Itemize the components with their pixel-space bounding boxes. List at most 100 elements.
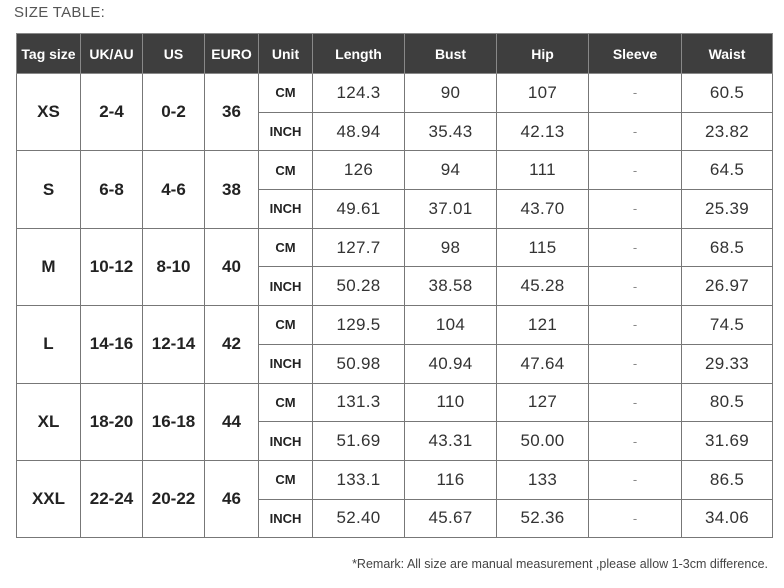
- length-cell: 131.3: [312, 382, 405, 423]
- length-cell: 133.1: [312, 459, 405, 500]
- waist-cell: 26.97: [681, 266, 773, 307]
- hip-cell: 111: [496, 150, 589, 191]
- sleeve-cell: -: [588, 382, 682, 423]
- uk-au-cell: 18-20: [80, 382, 143, 461]
- euro-cell: 38: [204, 150, 259, 229]
- size-table: Tag size UK/AU US EURO Unit Length Bust Hip Slee…: [16, 33, 773, 539]
- hip-cell: 133: [496, 459, 589, 500]
- waist-cell: 80.5: [681, 382, 773, 423]
- bust-cell: 45.67: [404, 498, 497, 539]
- table-row: INCH 48.94 35.43 42.13-23.82: [17, 111, 773, 152]
- hip-cell: 121: [496, 305, 589, 345]
- sleeve-cell: -: [588, 150, 682, 191]
- tag-size-cell: S: [16, 150, 81, 229]
- bust-cell: 110: [404, 382, 497, 423]
- sleeve-cell: -: [588, 421, 682, 461]
- uk-au-cell: 6-8: [80, 150, 143, 229]
- hip-cell: 42.13: [496, 111, 589, 152]
- waist-cell: 74.5: [681, 305, 773, 345]
- length-cell: 49.61: [312, 189, 405, 229]
- unit-cell: CM: [258, 150, 313, 191]
- column-header-waist: Waist: [681, 33, 773, 74]
- unit-cell: INCH: [258, 498, 313, 539]
- waist-cell: 34.06: [681, 498, 773, 539]
- length-cell: 50.28: [312, 266, 405, 307]
- us-cell: 8-10: [142, 227, 205, 307]
- hip-cell: 43.70: [496, 189, 589, 229]
- bust-cell: 116: [404, 459, 497, 500]
- sleeve-cell: -: [588, 459, 682, 500]
- euro-cell: 44: [204, 382, 259, 461]
- us-cell: 4-6: [142, 150, 205, 229]
- hip-cell: 50.00: [496, 421, 589, 461]
- remark-note: *Remark: All size are manual measurement…: [352, 557, 768, 571]
- tag-size-cell: XS: [16, 72, 81, 152]
- waist-cell: 64.5: [681, 150, 773, 191]
- waist-cell: 68.5: [681, 227, 773, 268]
- waist-cell: 23.82: [681, 111, 773, 152]
- length-cell: 48.94: [312, 111, 405, 152]
- table-row: INCH 51.69 43.31 50.00-31.69: [17, 421, 773, 461]
- tag-size-cell: L: [16, 305, 81, 384]
- uk-au-cell: 10-12: [80, 227, 143, 307]
- table-row: XS 2-4 0-2 36 CM 124.3 90 107-60.5: [16, 72, 773, 152]
- sleeve-cell: -: [588, 343, 682, 384]
- unit-cell: INCH: [258, 189, 313, 229]
- waist-cell: 29.33: [681, 343, 773, 384]
- length-cell: 127.7: [312, 227, 405, 268]
- sleeve-cell: -: [588, 227, 682, 268]
- bust-cell: 40.94: [404, 343, 497, 384]
- sleeve-cell: -: [588, 498, 682, 539]
- table-row: XL 18-20 16-18 44 CM 131.3 110 127-80.5: [16, 382, 773, 461]
- hip-cell: 127: [496, 382, 589, 423]
- bust-cell: 37.01: [404, 189, 497, 229]
- uk-au-cell: 22-24: [80, 459, 143, 539]
- us-cell: 12-14: [142, 305, 205, 384]
- column-header-uk-au: UK/AU: [80, 33, 143, 74]
- bust-cell: 43.31: [404, 421, 497, 461]
- column-header-sleeve: Sleeve: [588, 33, 682, 74]
- us-cell: 0-2: [142, 72, 205, 152]
- unit-cell: CM: [258, 382, 313, 423]
- column-header-unit: Unit: [258, 33, 313, 74]
- column-header-euro: EURO: [204, 33, 259, 74]
- unit-cell: INCH: [258, 343, 313, 384]
- column-header-tag-size: Tag size: [16, 33, 81, 74]
- bust-cell: 104: [404, 305, 497, 345]
- us-cell: 16-18: [142, 382, 205, 461]
- tag-size-cell: M: [16, 227, 81, 307]
- unit-cell: INCH: [258, 421, 313, 461]
- euro-cell: 36: [204, 72, 259, 152]
- page-title: SIZE TABLE:: [14, 4, 106, 21]
- waist-cell: 86.5: [681, 459, 773, 500]
- sleeve-cell: -: [588, 111, 682, 152]
- unit-cell: CM: [258, 305, 313, 345]
- header-row: Tag size UK/AU US EURO Unit Length Bust Hip Slee…: [16, 33, 773, 74]
- table-row: S 6-8 4-6 38 CM 126 94 111-64.5: [16, 150, 773, 229]
- length-cell: 124.3: [312, 73, 405, 113]
- us-cell: 20-22: [142, 459, 205, 539]
- table-row: INCH 52.40 45.67 52.36-34.06: [17, 498, 773, 539]
- hip-cell: 45.28: [496, 266, 589, 307]
- uk-au-cell: 2-4: [80, 72, 143, 152]
- hip-cell: 52.36: [496, 498, 589, 539]
- unit-cell: INCH: [258, 111, 313, 152]
- length-cell: 52.40: [312, 498, 405, 539]
- column-header-hip: Hip: [496, 33, 589, 74]
- bust-cell: 35.43: [404, 111, 497, 152]
- column-header-us: US: [142, 33, 205, 74]
- length-cell: 126: [312, 150, 405, 191]
- waist-cell: 60.5: [681, 73, 773, 113]
- euro-cell: 46: [204, 459, 259, 539]
- sleeve-cell: -: [588, 189, 682, 229]
- hip-cell: 47.64: [496, 343, 589, 384]
- sleeve-cell: -: [588, 266, 682, 307]
- euro-cell: 40: [204, 227, 259, 307]
- table-row: INCH 50.98 40.94 47.64-29.33: [17, 343, 773, 384]
- hip-cell: 115: [496, 227, 589, 268]
- length-cell: 50.98: [312, 343, 405, 384]
- unit-cell: CM: [258, 73, 313, 113]
- table-row: XXL 22-24 20-22 46 CM 133.1 116 133-86.5: [16, 459, 773, 539]
- table-row: INCH 49.61 37.01 43.70-25.39: [17, 189, 773, 229]
- euro-cell: 42: [204, 305, 259, 384]
